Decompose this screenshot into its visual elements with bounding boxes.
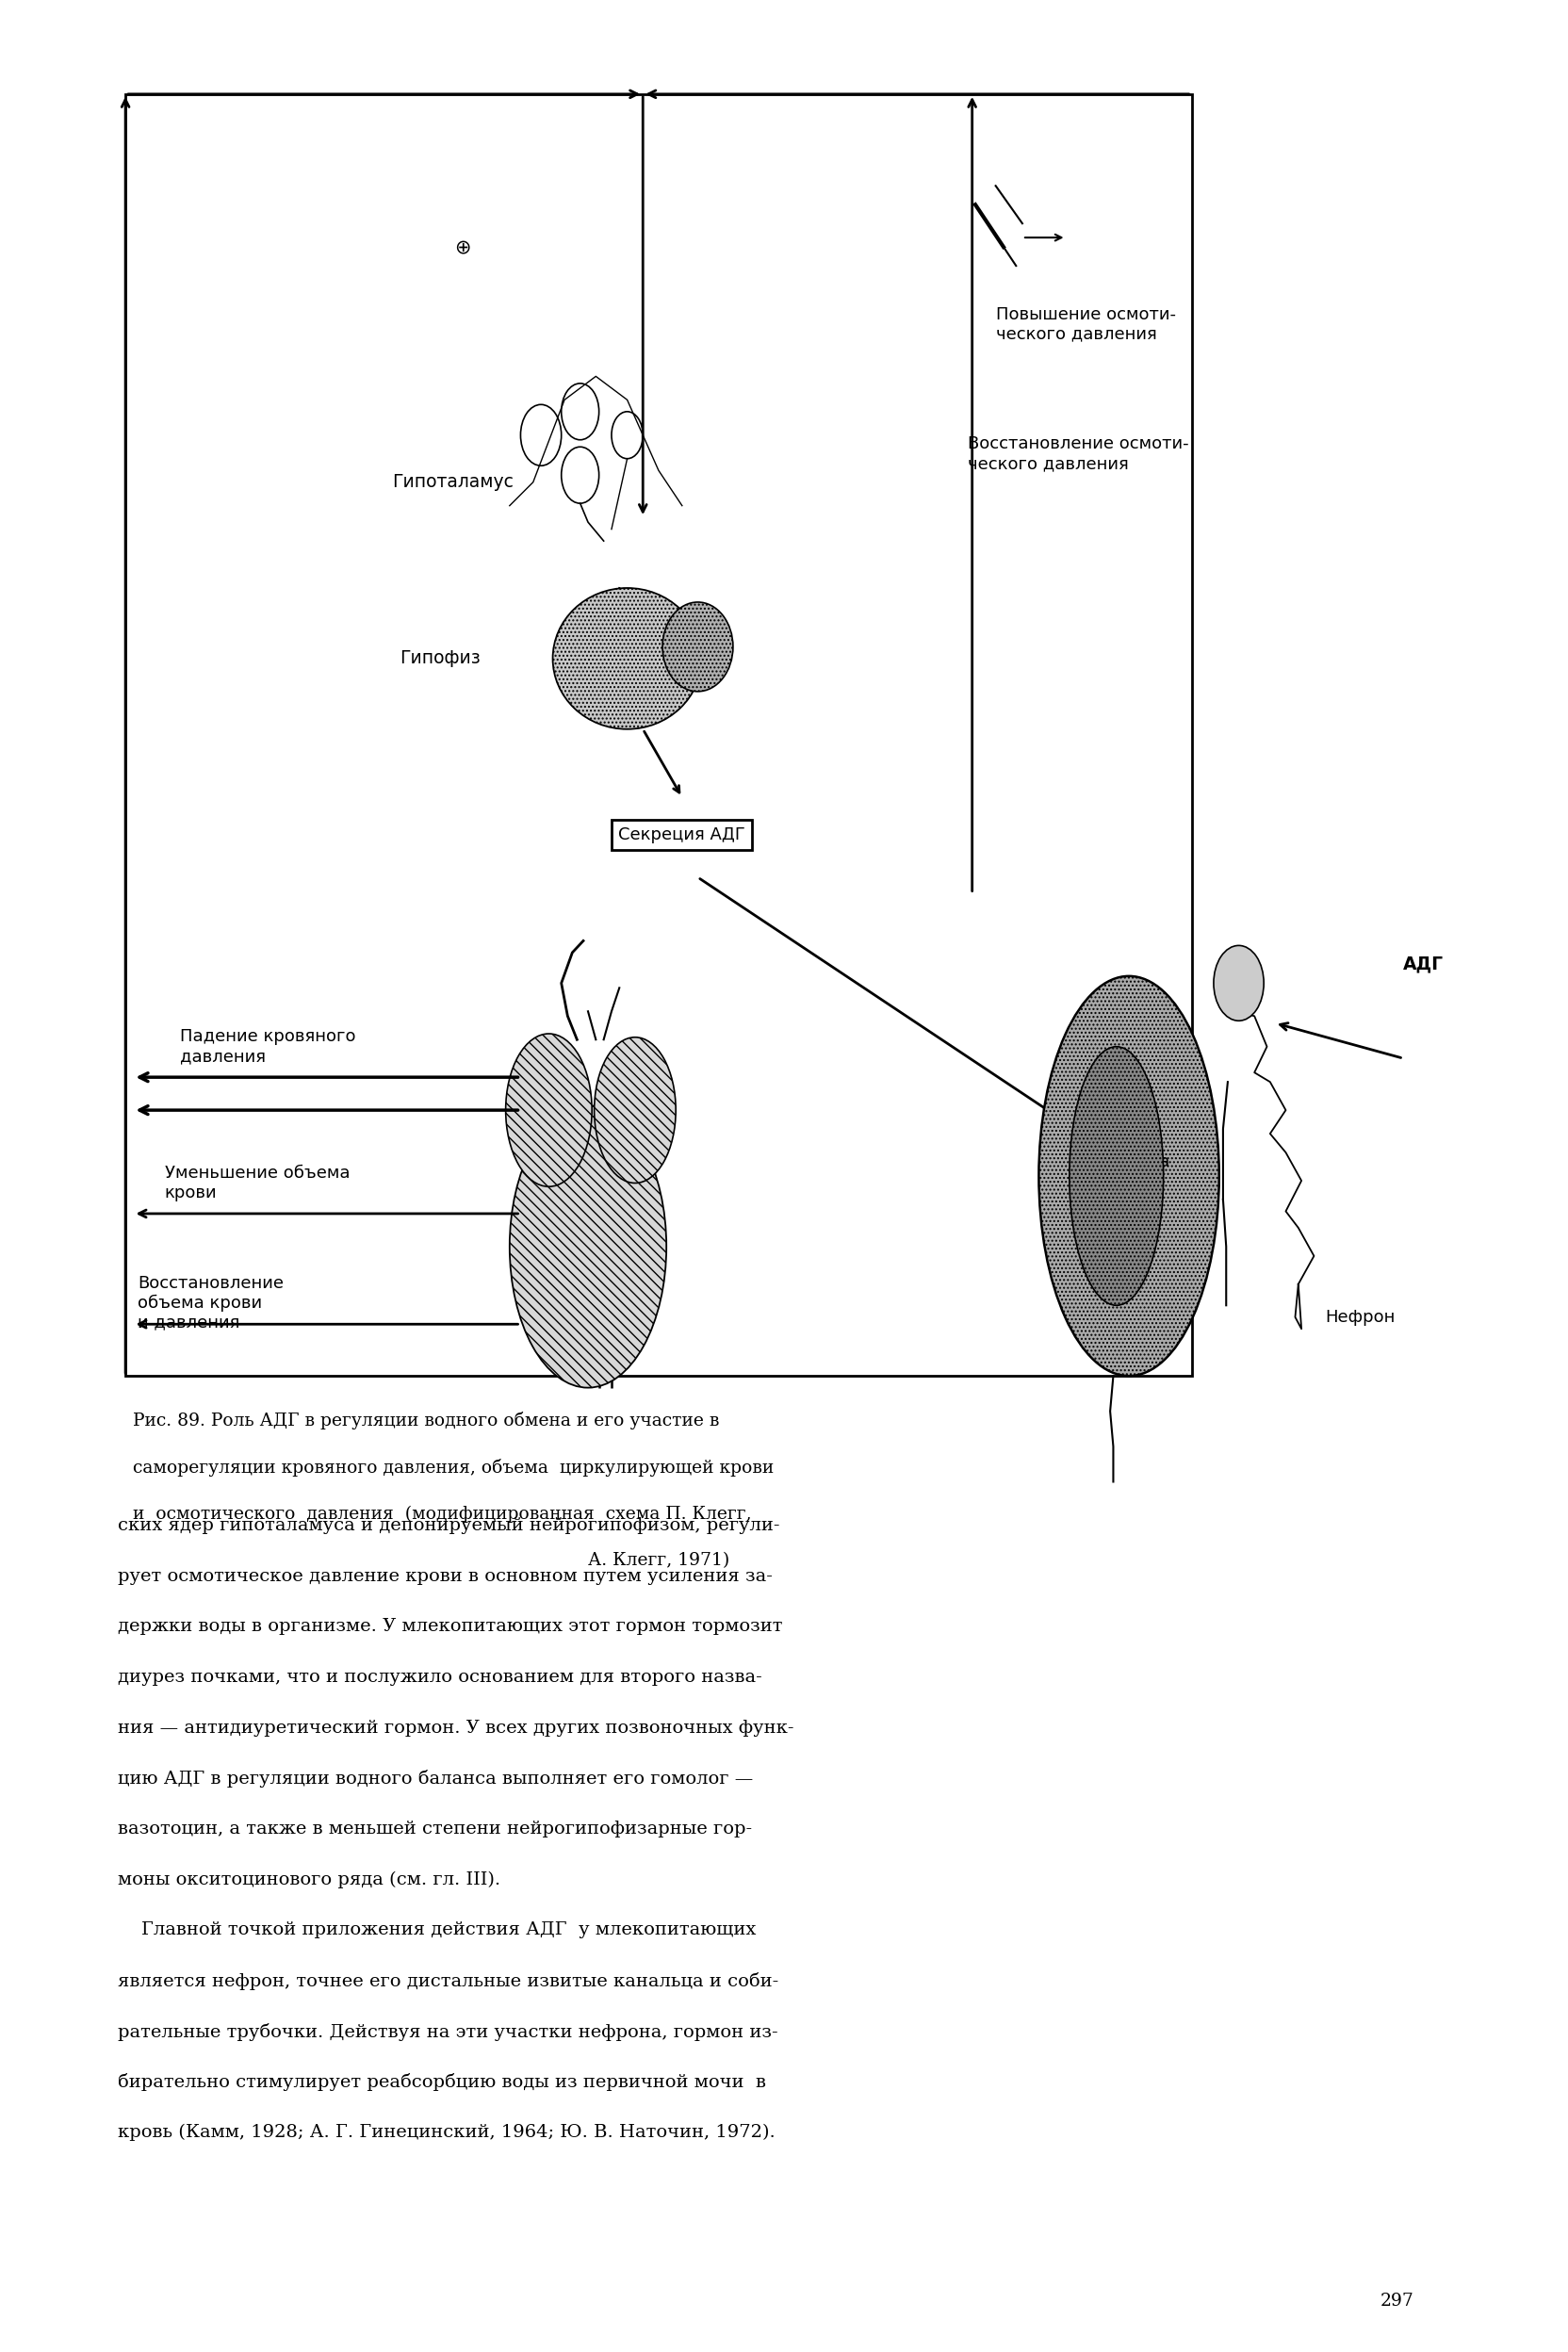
- Text: саморегуляции кровяного давления, объема  циркулирующей крови: саморегуляции кровяного давления, объема…: [133, 1458, 775, 1477]
- Ellipse shape: [662, 602, 732, 691]
- Text: рует осмотическое давление крови в основном путем усиления за-: рует осмотическое давление крови в основ…: [118, 1569, 773, 1585]
- Text: рательные трубочки. Действуя на эти участки нефрона, гормон из-: рательные трубочки. Действуя на эти учас…: [118, 2023, 778, 2042]
- Text: А. Клегг, 1971): А. Клегг, 1971): [588, 1552, 729, 1569]
- Text: вазотоцин, а также в меньшей степени нейрогипофизарные гор-: вазотоцин, а также в меньшей степени ней…: [118, 1820, 753, 1837]
- Text: и  осмотического  давления  (модифицированная  схема П. Клегг,: и осмотического давления (модифицированн…: [133, 1505, 753, 1522]
- Ellipse shape: [510, 1105, 666, 1388]
- Circle shape: [1214, 946, 1264, 1021]
- Text: Падение кровяного
давления: Падение кровяного давления: [180, 1028, 356, 1065]
- Text: держки воды в организме. У млекопитающих этот гормон тормозит: держки воды в организме. У млекопитающих…: [118, 1618, 782, 1635]
- Text: Задержка
воды: Задержка воды: [1088, 1152, 1170, 1190]
- Text: 297: 297: [1380, 2293, 1414, 2310]
- Text: Рис. 89. Роль АДГ в регуляции водного обмена и его участие в: Рис. 89. Роль АДГ в регуляции водного об…: [133, 1411, 720, 1430]
- Text: Уменьшение объема
крови: Уменьшение объема крови: [165, 1164, 350, 1202]
- Text: моны окситоцинового ряда (см. гл. III).: моны окситоцинового ряда (см. гл. III).: [118, 1872, 500, 1889]
- Ellipse shape: [1069, 1047, 1163, 1305]
- Text: ских ядер гипоталамуса и депонируемый нейрогипофизом, регули-: ских ядер гипоталамуса и депонируемый не…: [118, 1517, 779, 1534]
- Text: Секреция АДГ: Секреция АДГ: [619, 826, 745, 844]
- Text: диурез почками, что и послужило основанием для второго назва-: диурез почками, что и послужило основани…: [118, 1670, 762, 1686]
- Text: ния — антидиуретический гормон. У всех других позвоночных функ-: ния — антидиуретический гормон. У всех д…: [118, 1719, 793, 1736]
- Text: Восстановление
объема крови
и давления: Восстановление объема крови и давления: [138, 1275, 284, 1331]
- Text: АДГ: АДГ: [1403, 955, 1444, 974]
- Bar: [125, 94, 1192, 1376]
- Text: Восстановление осмоти-
ческого давления: Восстановление осмоти- ческого давления: [967, 435, 1189, 473]
- Text: бирательно стимулирует реабсорбцию воды из первичной мочи  в: бирательно стимулирует реабсорбцию воды …: [118, 2074, 765, 2091]
- Text: Нефрон: Нефрон: [1325, 1308, 1396, 1327]
- Text: Повышение осмоти-
ческого давления: Повышение осмоти- ческого давления: [996, 306, 1176, 343]
- Text: Гипоталамус: Гипоталамус: [392, 473, 513, 492]
- Text: является нефрон, точнее его дистальные извитые канальца и соби-: является нефрон, точнее его дистальные и…: [118, 1971, 778, 1990]
- Text: Гипофиз: Гипофиз: [400, 649, 481, 668]
- Ellipse shape: [505, 1033, 591, 1185]
- Ellipse shape: [552, 588, 701, 729]
- Ellipse shape: [594, 1037, 676, 1183]
- Text: кровь (Камм, 1928; А. Г. Гинецинский, 1964; Ю. В. Наточин, 1972).: кровь (Камм, 1928; А. Г. Гинецинский, 19…: [118, 2124, 775, 2140]
- Text: Главной точкой приложения действия АДГ  у млекопитающих: Главной точкой приложения действия АДГ у…: [118, 1922, 756, 1938]
- Ellipse shape: [1038, 976, 1218, 1376]
- Text: ⊕: ⊕: [455, 238, 470, 256]
- Text: цию АДГ в регуляции водного баланса выполняет его гомолог —: цию АДГ в регуляции водного баланса выпо…: [118, 1769, 753, 1788]
